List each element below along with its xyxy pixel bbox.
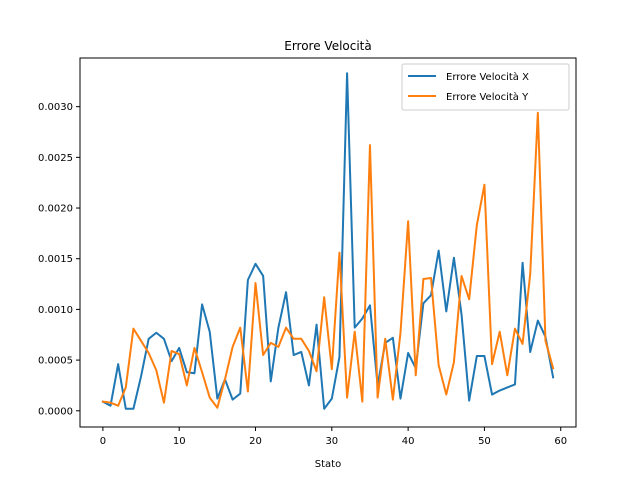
y-tick-label: 0.0025 [38,153,73,164]
series-line-x [101,72,555,410]
y-tick-label: 0.0020 [38,204,73,215]
y-axis: 0.0000 0.0005 0.0010 0.0015 0.0020 0.0025 0.00… [38,102,80,417]
legend-label: Errore Velocità Y [446,91,529,103]
y-tick-label: 0.0000 [38,406,73,417]
x-tick-label: 20 [249,436,262,447]
x-axis: 0 10 20 30 40 50 60 [100,427,567,447]
y-tick-label: 0.0015 [38,254,73,265]
x-tick-label: 0 [100,436,106,447]
series-line-y [101,111,555,409]
x-tick-label: 40 [402,436,415,447]
y-tick-label: 0.0010 [38,305,73,316]
plot-lines [101,72,555,410]
x-tick-label: 10 [173,436,186,447]
legend-label: Errore Velocità X [446,71,529,83]
plot-area-frame [79,57,577,428]
x-tick-label: 50 [478,436,491,447]
x-tick-label: 60 [554,436,567,447]
legend-box [401,63,570,111]
legend: Errore Velocità X Errore Velocità Y [401,63,570,111]
y-tick-label: 0.0030 [38,102,73,113]
x-axis-label: Stato [315,459,341,470]
y-tick-label: 0.0005 [38,356,73,367]
x-tick-label: 30 [325,436,338,447]
chart-title: Errore Velocità [284,39,372,53]
